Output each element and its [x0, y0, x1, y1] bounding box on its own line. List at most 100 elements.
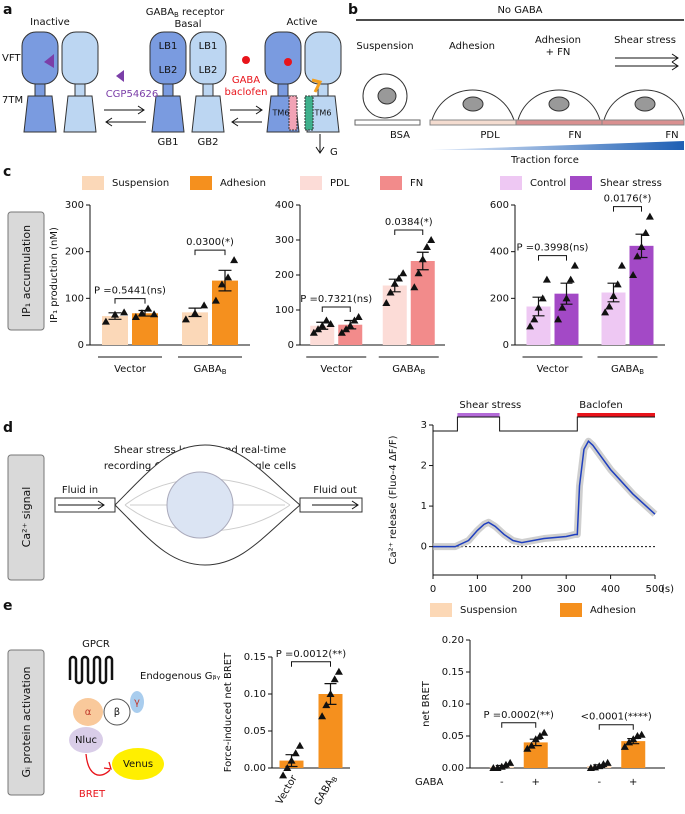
text: Vector [274, 773, 300, 807]
data-point [535, 732, 544, 739]
data-point [120, 308, 129, 316]
y-tick-label: 400 [275, 200, 294, 211]
agonist-bound [284, 58, 292, 66]
data-point [558, 303, 567, 311]
data-point [617, 261, 626, 269]
y-tick-label: 0.05 [244, 726, 266, 737]
nluc-label: Nluc [75, 735, 97, 746]
outlet-label: Fluid out [313, 485, 357, 496]
x-tick-label: 400 [601, 584, 620, 595]
data-point [230, 256, 239, 264]
bracket [538, 255, 567, 261]
panel-b-title: No GABA [497, 5, 542, 16]
side-label: Ca²⁺ signal [20, 487, 33, 548]
subscript: B [222, 368, 227, 376]
data-point [322, 316, 331, 324]
inlet-label: Fluid in [62, 485, 98, 496]
state-label: Inactive [30, 17, 70, 28]
data-point [540, 728, 549, 736]
annotation: P =0.7321(ns) [300, 294, 372, 305]
data-point [144, 304, 153, 312]
data-point [211, 296, 220, 304]
data-point [318, 321, 327, 329]
text: GABA [193, 364, 221, 375]
lobe-label: LB2 [199, 65, 218, 76]
bracket [598, 724, 634, 730]
annotation: P =0.0012(**) [276, 649, 346, 660]
y-tick-label: 0 [288, 340, 294, 351]
y-tick-label: 0.15 [442, 667, 464, 678]
subunit-label: γ [134, 697, 140, 708]
y-tick-label: 0.00 [442, 763, 464, 774]
y-tick-label: 0 [78, 340, 84, 351]
bracket [613, 206, 642, 212]
group-label: Vector [320, 364, 353, 375]
text: GABA [146, 7, 174, 18]
receptor-inactive [21, 31, 99, 133]
data-point [625, 738, 634, 746]
data-point [633, 252, 642, 260]
substrate [601, 119, 685, 126]
data-point [501, 760, 510, 768]
data-point [326, 320, 335, 327]
data-point [637, 730, 646, 738]
lobe-label: LB1 [199, 41, 218, 52]
gbg-label: Endogenous Gᵦᵧ [140, 671, 221, 682]
data-point [523, 744, 532, 752]
data-point [283, 764, 292, 771]
data-point [101, 317, 110, 325]
shear-arrows [615, 53, 679, 71]
bracket [194, 249, 226, 256]
side-box [7, 211, 45, 331]
bracket [114, 298, 146, 304]
nucleus [377, 87, 397, 105]
y-tick-label: 600 [490, 200, 509, 211]
data-point [570, 261, 579, 269]
substrate-label: FN [665, 130, 678, 141]
subunit-label: α [85, 707, 92, 718]
x-tick-label: 300 [557, 584, 576, 595]
data-point [334, 667, 343, 675]
y-axis-label: Ca²⁺ release (Fluo-4 ΔF/F) [388, 435, 399, 564]
nluc [69, 727, 103, 753]
bracket [501, 722, 537, 728]
antagonist-label: CGP54626 [106, 89, 159, 100]
venus-label: Venus [123, 759, 153, 770]
lobe-label: LB2 [159, 65, 178, 76]
x-tick-label: Vector [274, 773, 300, 807]
data-point [410, 283, 419, 291]
g-gamma [130, 691, 144, 713]
panel-label: d [3, 420, 13, 436]
annotation: 0.0176(*) [604, 194, 652, 205]
y-tick-label: 0.10 [442, 699, 464, 710]
data-point [137, 309, 146, 317]
stimulus-label: Shear stress [459, 400, 521, 411]
error-bar [218, 269, 232, 292]
bracket [321, 306, 351, 312]
substrate [354, 119, 421, 126]
annotation: 0.0384(*) [385, 217, 433, 228]
data-point [394, 274, 403, 282]
tubes [54, 497, 363, 513]
annotation: P =0.0002(**) [484, 710, 554, 721]
data-point [534, 303, 543, 311]
stimulus-trace [433, 416, 655, 432]
data-point [287, 756, 296, 764]
subscript: B [639, 368, 644, 376]
data-point [346, 321, 355, 329]
data-point [629, 271, 638, 278]
panel-label: e [3, 598, 13, 614]
bar [629, 245, 654, 345]
bar [410, 261, 435, 345]
g-arrow [315, 134, 325, 154]
data-point [497, 762, 506, 770]
g-alpha [73, 698, 103, 726]
data-point [382, 299, 391, 306]
legend-label: PDL [330, 178, 350, 189]
venus [112, 748, 164, 780]
data-point [418, 255, 427, 263]
line-halo [433, 437, 658, 551]
condition-label: + FN [546, 47, 571, 58]
data-point [506, 758, 515, 766]
